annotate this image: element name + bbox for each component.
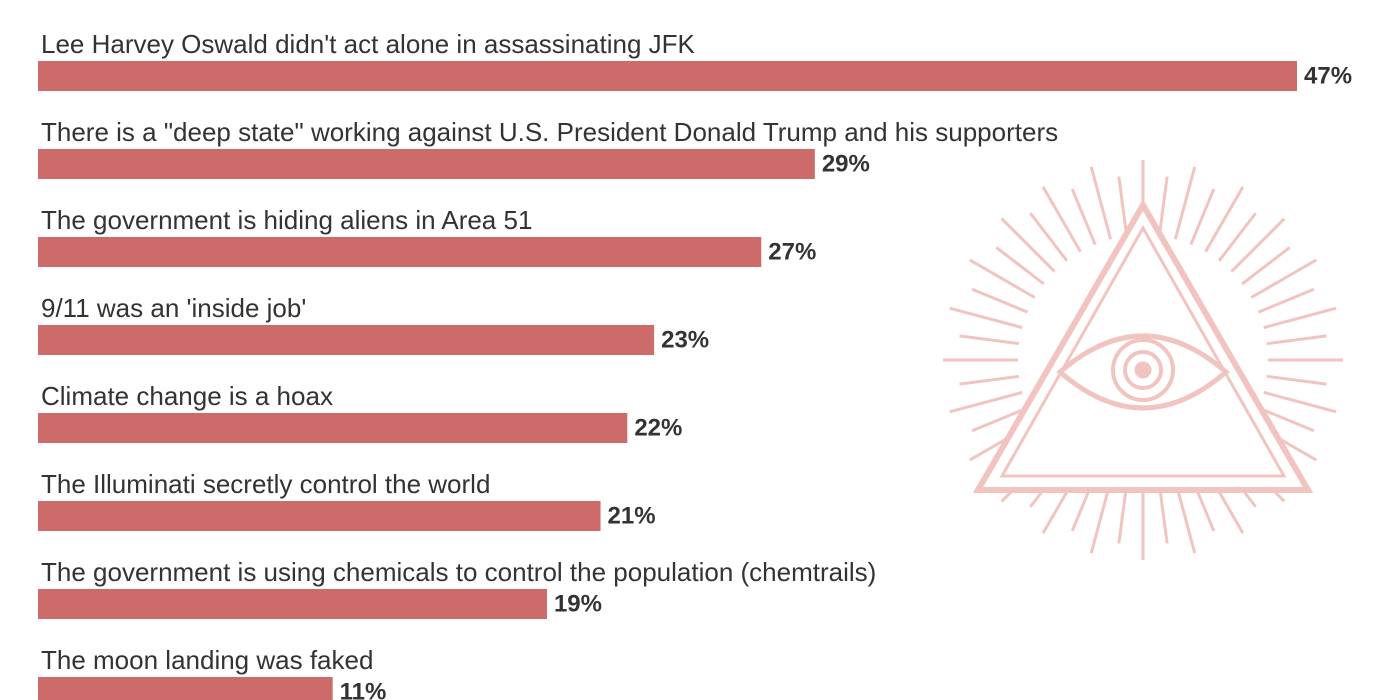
- ray: [995, 246, 1045, 286]
- ray: [1157, 483, 1169, 544]
- category-label: The moon landing was faked: [41, 645, 373, 675]
- ray: [971, 287, 1029, 314]
- category-label: 9/11 was an 'inside job': [41, 293, 306, 323]
- ray: [1089, 166, 1113, 240]
- ray: [1266, 374, 1327, 386]
- ray: [1041, 186, 1082, 253]
- bars: Lee Harvey Oswald didn't act alone in as…: [38, 29, 1352, 700]
- illuminati-eye-illustration: [943, 160, 1343, 560]
- value-label: 27%: [768, 238, 816, 265]
- category-label: The government is hiding aliens in Area …: [41, 205, 532, 235]
- ray: [1266, 334, 1327, 346]
- value-label: 21%: [608, 502, 656, 529]
- triangle-inner: [999, 224, 1287, 478]
- ray: [1189, 188, 1216, 246]
- ray: [969, 258, 1036, 299]
- ray: [1117, 176, 1129, 237]
- ray: [959, 374, 1020, 386]
- value-label: 47%: [1304, 62, 1352, 89]
- ray: [1241, 246, 1291, 286]
- category-label: Lee Harvey Oswald didn't act alone in as…: [41, 29, 696, 59]
- ray: [1263, 390, 1337, 414]
- bar: [38, 413, 628, 443]
- iris: [1111, 338, 1175, 402]
- ray: [1173, 166, 1197, 240]
- bar: [38, 149, 815, 179]
- ray: [1117, 483, 1129, 544]
- bar: [38, 501, 601, 531]
- category-label: The government is using chemicals to con…: [41, 557, 876, 587]
- bar: [38, 325, 655, 355]
- ray: [949, 306, 1023, 330]
- ray: [1204, 186, 1245, 253]
- pupil-center: [1134, 361, 1152, 379]
- ray: [1257, 406, 1315, 433]
- ray: [1230, 217, 1286, 273]
- ray: [1070, 188, 1097, 246]
- value-label: 11%: [340, 678, 387, 700]
- ray: [959, 334, 1020, 346]
- ray: [1257, 287, 1315, 314]
- ray: [1157, 176, 1169, 237]
- ray: [1217, 212, 1257, 262]
- bar: [38, 677, 333, 700]
- ray: [1000, 217, 1056, 273]
- value-label: 23%: [661, 326, 709, 353]
- category-label: Climate change is a hoax: [41, 381, 333, 411]
- bar: [38, 589, 547, 619]
- ray: [1263, 306, 1337, 330]
- value-label: 22%: [634, 414, 682, 441]
- category-label: There is a "deep state" working against …: [41, 117, 1058, 147]
- bar: [38, 61, 1297, 91]
- value-label: 29%: [822, 150, 870, 177]
- ray: [971, 406, 1029, 433]
- pupil: [1123, 350, 1163, 390]
- ray: [949, 390, 1023, 414]
- ray: [1029, 212, 1069, 262]
- ray: [1250, 258, 1317, 299]
- value-label: 19%: [554, 590, 602, 617]
- category-label: The Illuminati secretly control the worl…: [41, 469, 490, 499]
- bar: [38, 237, 762, 267]
